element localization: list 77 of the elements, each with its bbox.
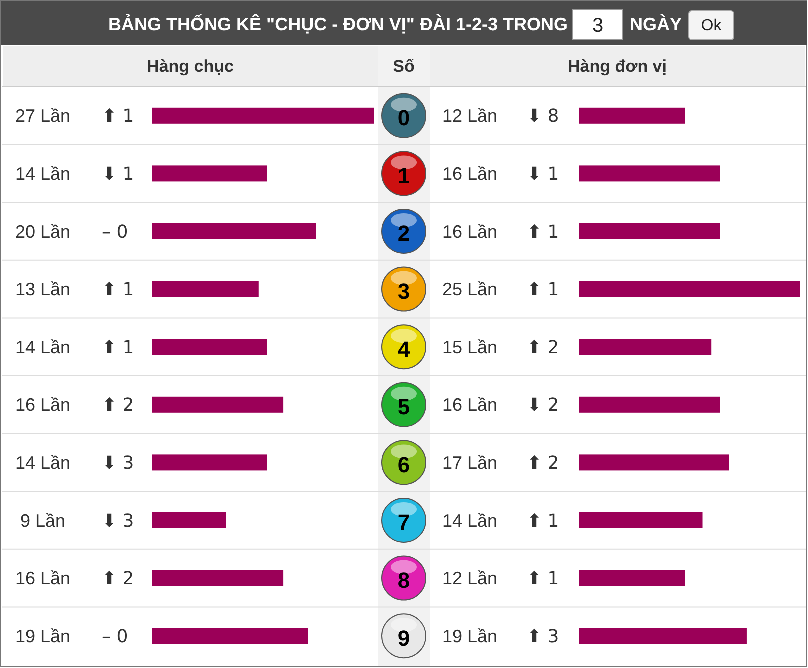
text: ⬆ 2 (527, 337, 560, 358)
data-label: 17 Lần (442, 453, 498, 473)
y-tick-label: 4 (398, 336, 411, 362)
text: ⬆ 1 (527, 510, 560, 532)
data-label: 15 Lần (442, 337, 498, 358)
data-label: 13 Lần (15, 280, 71, 300)
bar (152, 166, 268, 182)
text: ⬆ 3 (527, 626, 560, 648)
data-label: 14 Lần (15, 453, 71, 473)
bar (152, 224, 316, 240)
data-label: 12 Lần (442, 568, 498, 589)
y-tick-label: 2 (398, 221, 410, 246)
y-tick-label: 1 (398, 163, 410, 188)
bar (152, 339, 268, 356)
bar (579, 281, 800, 298)
chart-title: BẢNG THỐNG KÊ "CHỤC - ĐƠN VỊ" ĐÀI 1-2-3 TRONG (108, 13, 568, 34)
bar (579, 166, 720, 182)
data-label: 12 Lần (442, 106, 498, 126)
data-label: 27 Lần (15, 106, 71, 126)
text: ⬇ 1 (102, 164, 134, 185)
bar (152, 570, 284, 586)
text: NGÀY (630, 14, 682, 34)
text: ⬆ 1 (102, 106, 134, 128)
data-label: 16 Lần (442, 164, 498, 184)
y-tick-label: 3 (398, 279, 410, 304)
text: ⬇ 8 (527, 106, 560, 128)
x-axis-title: Hàng chục (147, 56, 234, 76)
bar (579, 570, 686, 586)
data-label: 20 Lần (15, 222, 71, 242)
data-label: 16 Lần (15, 395, 71, 416)
data-label: 14 Lần (15, 164, 71, 184)
bar (579, 108, 686, 124)
y-tick-label: 7 (398, 510, 410, 536)
data-label: 16 Lần (442, 222, 498, 242)
bar (152, 108, 374, 124)
x-axis-title: Hàng đơn vị (568, 56, 667, 76)
bar (579, 454, 730, 471)
text: ⬆ 2 (102, 568, 134, 590)
bar (579, 396, 720, 413)
data-label: 14 Lần (15, 337, 71, 358)
text: ⬇ 3 (102, 453, 134, 474)
bar (579, 512, 703, 528)
text: ⬇ 1 (527, 164, 560, 185)
bar (579, 628, 747, 644)
text: – 0 (102, 222, 128, 243)
y-tick-label: 6 (398, 452, 410, 478)
bar (152, 396, 284, 413)
bar (152, 512, 226, 528)
text: ⬆ 2 (527, 453, 560, 474)
text: ⬆ 1 (102, 280, 134, 301)
text: ⬆ 1 (527, 280, 560, 301)
bar (579, 224, 720, 240)
text: ⬇ 3 (102, 510, 134, 532)
bar (579, 339, 712, 356)
data-label: 19 Lần (442, 626, 498, 646)
text: ⬆ 1 (527, 222, 560, 243)
bar (152, 454, 268, 471)
data-label: 14 Lần (442, 510, 498, 531)
bar (152, 628, 308, 644)
text: ⬇ 2 (527, 395, 560, 416)
data-label: 16 Lần (15, 568, 71, 589)
text: ⬆ 1 (527, 568, 560, 590)
y-tick-label: 5 (398, 394, 410, 420)
y-tick-label: 0 (398, 106, 410, 131)
data-label: 25 Lần (442, 280, 498, 300)
data-label: 16 Lần (442, 395, 498, 416)
text: ⬆ 1 (102, 337, 134, 358)
y-tick-label: 9 (398, 626, 410, 651)
text: Ok (701, 18, 723, 35)
data-label: 19 Lần (15, 626, 71, 646)
text: ⬆ 2 (102, 395, 134, 416)
y-axis-title: Số (393, 56, 415, 76)
data-label: 9 Lần (20, 510, 66, 531)
text: 3 (592, 15, 604, 37)
bar (152, 281, 259, 298)
y-tick-label: 8 (398, 568, 410, 593)
text: – 0 (102, 626, 128, 648)
